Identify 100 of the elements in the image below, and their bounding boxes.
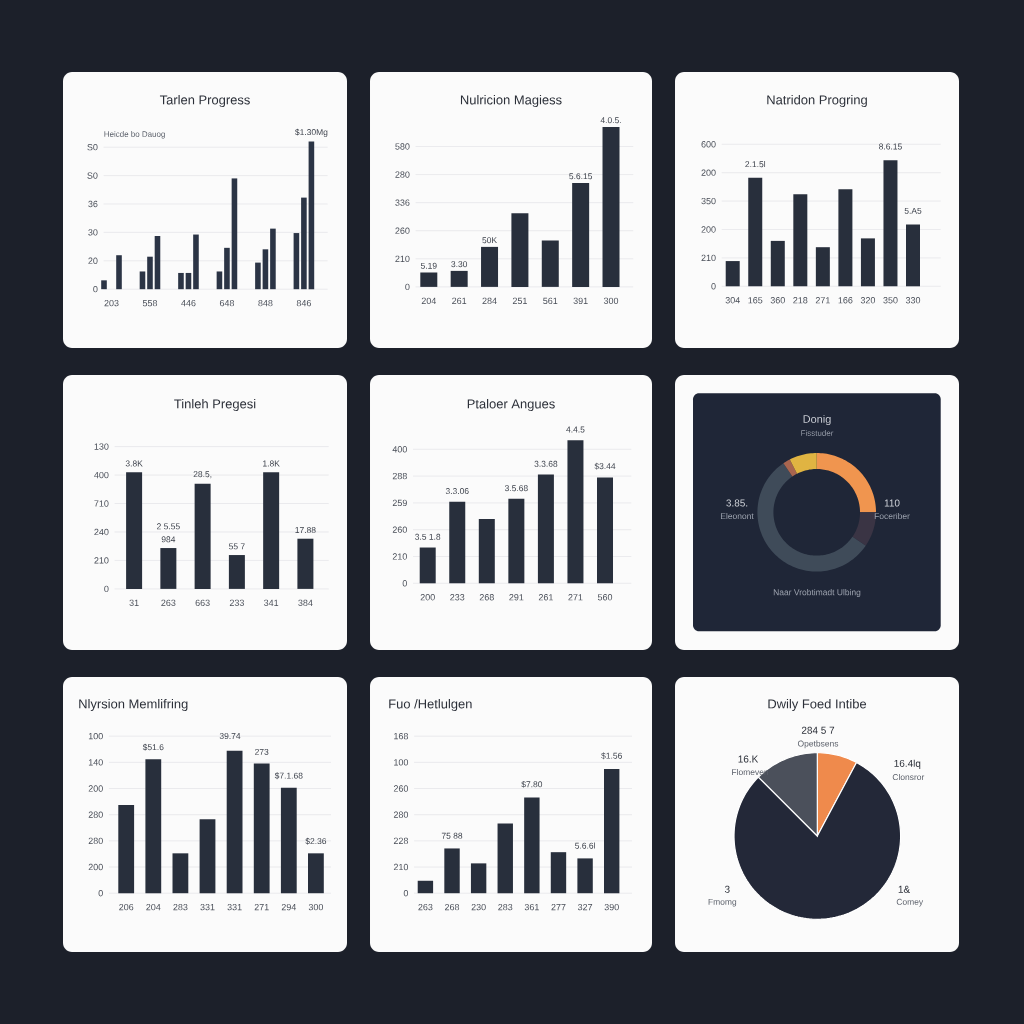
annotation: $7.80 <box>521 780 543 788</box>
x-tick-label: 268 <box>479 594 494 601</box>
bar <box>883 160 898 287</box>
text: 710 <box>94 500 109 507</box>
bar <box>139 271 146 290</box>
x-tick-label: 360 <box>770 297 785 304</box>
x-tick-label: 271 <box>254 903 269 911</box>
x-tick-label: 350 <box>883 297 898 304</box>
x-tick-label: 331 <box>200 903 215 911</box>
text: 210 <box>395 255 410 262</box>
x-tick-label: 263 <box>161 599 176 607</box>
text: 280 <box>88 811 103 818</box>
annotation: 28.5, <box>193 471 212 479</box>
text: 0 <box>402 580 407 587</box>
x-tick-label: 330 <box>905 297 921 304</box>
x-tick-label: 271 <box>568 594 583 601</box>
text: 200 <box>88 863 103 871</box>
x-tick-label: 331 <box>227 903 242 911</box>
bar <box>508 498 525 584</box>
text: 210 <box>701 254 716 262</box>
x-tick-label: 200 <box>420 594 435 601</box>
text: 400 <box>392 446 407 453</box>
x-tick-label: 165 <box>748 297 763 304</box>
x-tick-label: 31 <box>129 599 139 607</box>
bar <box>470 863 487 894</box>
bar <box>577 858 593 894</box>
x-tick-label: 291 <box>509 594 524 601</box>
x-tick-label: 300 <box>603 297 619 305</box>
annotation: $3.44 <box>594 462 616 470</box>
bar <box>231 178 238 290</box>
x-tick-label: 204 <box>146 903 161 911</box>
bar <box>226 750 243 894</box>
text: 16.4lq <box>894 759 921 769</box>
text: 100 <box>88 732 103 740</box>
annotation: 3.30 <box>451 261 468 268</box>
annotation: 2 5.55 <box>157 523 180 530</box>
bar <box>224 247 230 290</box>
bar <box>524 797 540 894</box>
text: Naar Vrobtimadt Ulbing <box>773 589 861 597</box>
x-tick-label: 268 <box>444 903 460 911</box>
x-tick-label: 300 <box>308 903 324 911</box>
text: 210 <box>94 557 109 564</box>
x-tick-label: 263 <box>418 903 433 911</box>
bar <box>444 848 460 894</box>
bar <box>770 240 785 287</box>
bar <box>116 255 122 290</box>
text: 0 <box>405 283 410 291</box>
text: 210 <box>392 553 407 560</box>
bar <box>838 189 853 287</box>
annotation: $51.6 <box>142 743 164 751</box>
bar <box>450 270 468 287</box>
chart-title: Dwily Foed Intibe <box>768 698 867 712</box>
x-tick-label: 261 <box>538 594 553 601</box>
chart-title: Nlyrsion Memlifring <box>79 698 188 712</box>
text: 39.74 <box>219 733 241 739</box>
annotation: 3.3.06 <box>445 488 469 495</box>
x-tick-label: 218 <box>793 297 808 304</box>
bar <box>497 823 513 894</box>
x-tick-label: 284 <box>482 297 497 305</box>
annotation: 8.6.15 <box>879 143 902 150</box>
annotation: 5.A5 <box>904 207 922 214</box>
chart-title: Tarlen Progress <box>159 94 250 108</box>
text: 284 5 7 <box>801 726 835 734</box>
x-tick-label: 320 <box>860 297 876 304</box>
x-tick-label: 206 <box>119 903 134 911</box>
bar <box>118 804 135 894</box>
text: 168 <box>394 733 409 740</box>
bar <box>193 234 199 290</box>
bar <box>567 440 584 584</box>
chart-title: Natridon Progring <box>767 94 867 108</box>
annotation: 1.8K <box>263 460 280 467</box>
x-tick-label: 561 <box>543 297 558 305</box>
bar <box>602 126 620 287</box>
chart-title: Tinleh Pregesi <box>174 398 256 412</box>
x-tick-label: 391 <box>573 297 588 305</box>
bar <box>478 518 495 584</box>
bar <box>263 472 280 589</box>
x-tick-label: 294 <box>281 903 297 911</box>
chart-title: Donig <box>803 414 831 426</box>
bar <box>262 249 269 290</box>
x-tick-label: 846 <box>296 299 311 307</box>
text: 260 <box>393 785 409 792</box>
bar <box>541 240 559 287</box>
bar <box>101 280 107 290</box>
x-tick-label: 230 <box>471 903 486 911</box>
text: 3 <box>724 885 730 893</box>
annotation: 50K <box>482 237 497 244</box>
annotation: 5.6.15 <box>569 173 593 180</box>
x-tick-label: 283 <box>173 903 188 911</box>
bar <box>216 271 223 290</box>
text: 260 <box>395 227 410 234</box>
slice-label: Foceriber <box>874 512 910 520</box>
text: 110 <box>884 499 900 507</box>
bar <box>597 477 613 584</box>
x-tick-label: 361 <box>524 903 539 911</box>
x-tick-label: 166 <box>838 297 853 304</box>
x-tick-label: 204 <box>421 297 437 305</box>
text: 200 <box>701 226 716 233</box>
annotation: 5.6.6l <box>575 842 595 849</box>
annotation: 2.1.5l <box>745 160 766 168</box>
